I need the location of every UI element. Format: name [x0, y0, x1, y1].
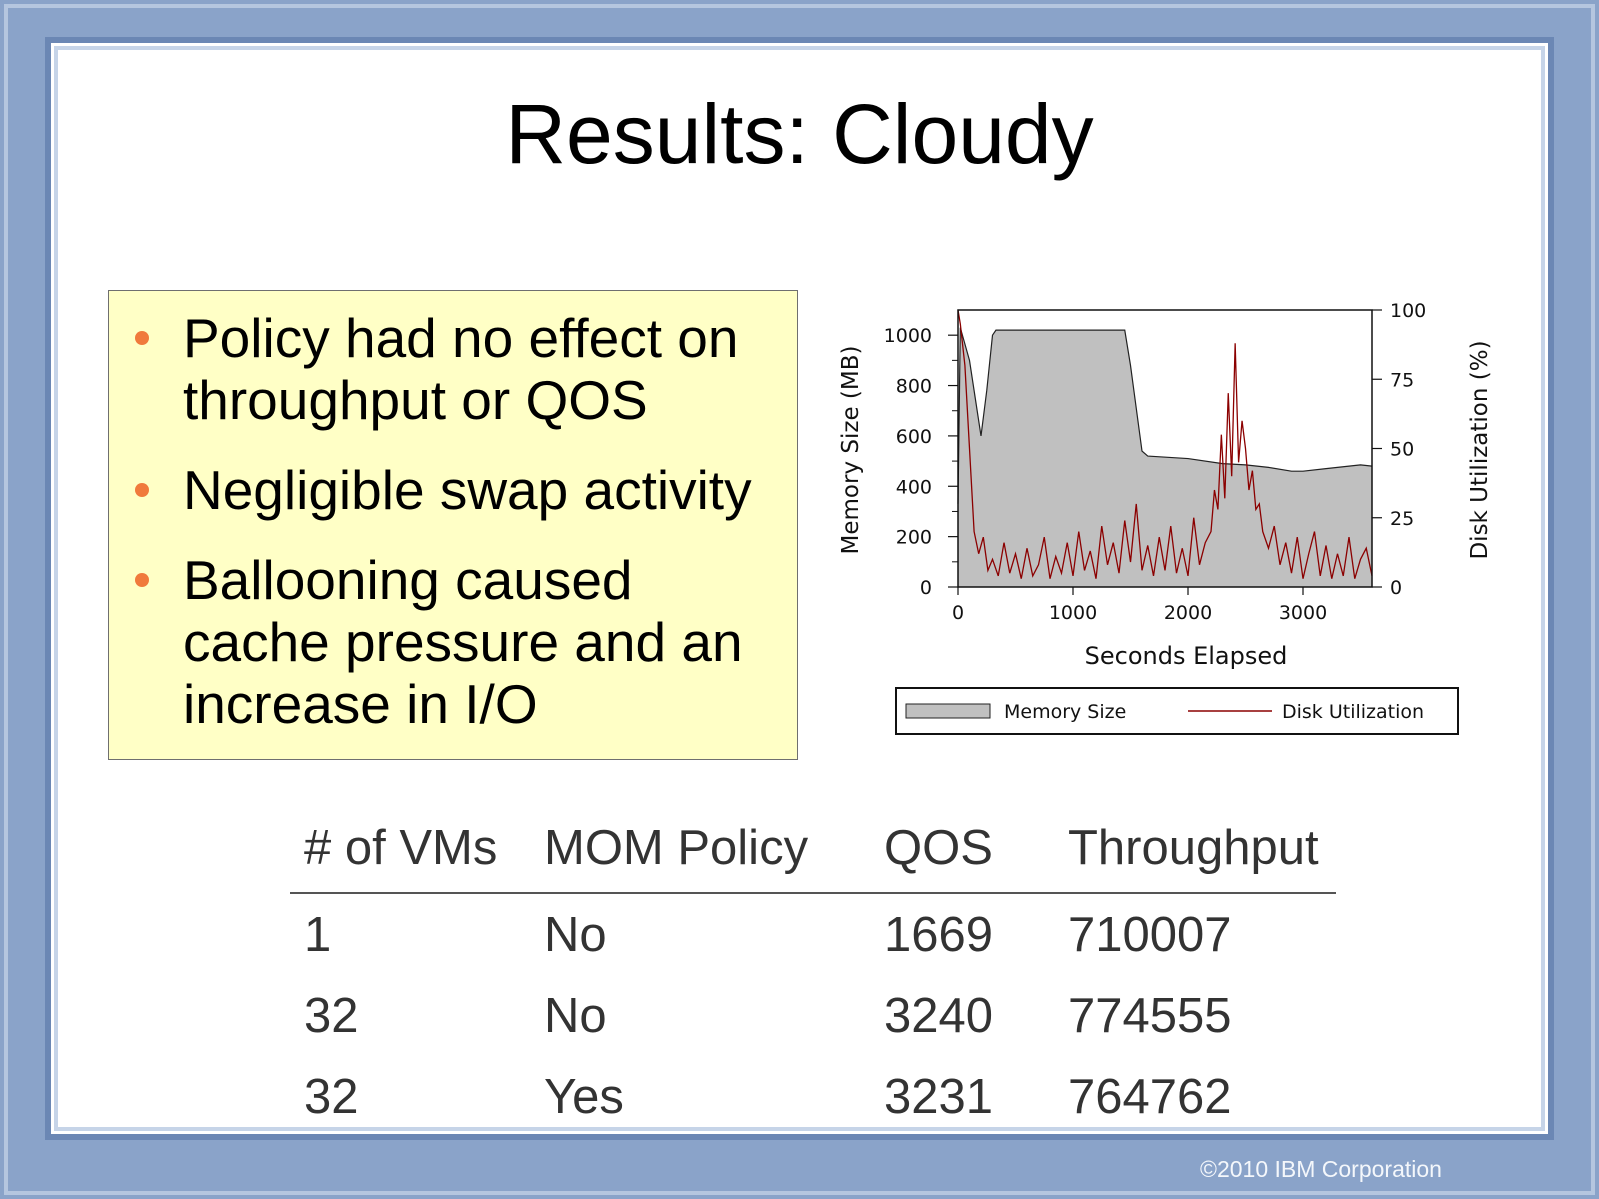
- disk-utilization-line: [957, 309, 1373, 579]
- y-tick-label: 600: [896, 426, 932, 448]
- y-tick-label: 800: [896, 376, 932, 398]
- y2-tick-label: 0: [1390, 577, 1402, 599]
- bullet-text: Ballooning caused cache pressure and an …: [183, 549, 743, 735]
- table-cell: 1: [304, 907, 332, 962]
- table-header-qos: QOS: [884, 821, 993, 875]
- memory-size-line: [957, 327, 1373, 504]
- table-row: 32 Yes 3231 764762: [290, 1056, 1336, 1137]
- table-header-vms: # of VMs: [304, 821, 498, 875]
- x-axis-label: Seconds Elapsed: [1085, 642, 1288, 670]
- y-axis-label: Memory Size (MB): [838, 346, 864, 555]
- y-tick-label: 0: [920, 577, 932, 599]
- y-tick-label: 1000: [884, 325, 932, 347]
- bullet-text: Negligible swap activity: [183, 459, 752, 521]
- table-row: 32 No 3240 774555: [290, 975, 1336, 1056]
- bullet-box: Policy had no effect on throughput or QO…: [108, 290, 798, 760]
- frame-inner-highlight: [54, 46, 1545, 1131]
- table-cell: 3240: [884, 988, 994, 1043]
- bullet-dot-icon: [135, 573, 149, 587]
- table-cell: 32: [304, 1069, 359, 1124]
- slide-title: Results: Cloudy: [505, 87, 1094, 181]
- table-cell: 32: [304, 988, 359, 1043]
- y2-axis-label: Disk Utilization (%): [1467, 340, 1493, 559]
- legend-memory-label: Memory Size: [1004, 701, 1126, 723]
- bullet-dot-icon: [135, 331, 149, 345]
- table-cell: No: [544, 907, 607, 962]
- legend-disk-label: Disk Utilization: [1282, 701, 1424, 723]
- bullet-dot-icon: [135, 483, 149, 497]
- y2-tick-label: 25: [1390, 508, 1414, 530]
- legend: Memory Size Disk Utilization: [895, 687, 1459, 735]
- plot-area: [957, 309, 1373, 587]
- table-header-row: # of VMs MOM Policy QOS Throughput: [290, 820, 1336, 893]
- y2-tick-label: 50: [1390, 439, 1414, 461]
- y-tick-label: 400: [896, 476, 932, 498]
- table-header-throughput: Throughput: [1068, 821, 1319, 875]
- copyright-text: ©2010 IBM Corporation: [1200, 1156, 1442, 1182]
- bullet-text: Policy had no effect on throughput or QO…: [183, 307, 739, 431]
- table-cell: 3231: [884, 1069, 994, 1124]
- frame-inner-edge: [45, 37, 1554, 1140]
- y2-tick-label: 75: [1390, 369, 1414, 391]
- y2-tick-label: 100: [1390, 300, 1426, 322]
- table-cell: 710007: [1068, 907, 1232, 962]
- x-tick-label: 3000: [1279, 602, 1327, 624]
- legend-memory-swatch: [905, 703, 991, 719]
- frame-border-right: [1549, 0, 1599, 1199]
- results-table: # of VMs MOM Policy QOS Throughput 1 No …: [290, 820, 1336, 1137]
- table-cell: Yes: [544, 1069, 624, 1124]
- table-cell: 774555: [1068, 988, 1232, 1043]
- frame-border-left: [0, 0, 50, 1199]
- table-header-policy: MOM Policy: [544, 821, 809, 875]
- x-tick-label: 1000: [1049, 602, 1097, 624]
- frame-border-bottom: [0, 1135, 1599, 1199]
- frame-outer-edge: [4, 4, 1595, 1195]
- x-tick-label: 0: [952, 602, 964, 624]
- table-cell: 764762: [1068, 1069, 1232, 1124]
- y-tick-label: 200: [896, 527, 932, 549]
- table-row: 1 No 1669 710007: [290, 893, 1336, 975]
- table-cell: 1669: [884, 907, 994, 962]
- x-tick-label: 2000: [1164, 602, 1212, 624]
- table-cell: No: [544, 988, 607, 1043]
